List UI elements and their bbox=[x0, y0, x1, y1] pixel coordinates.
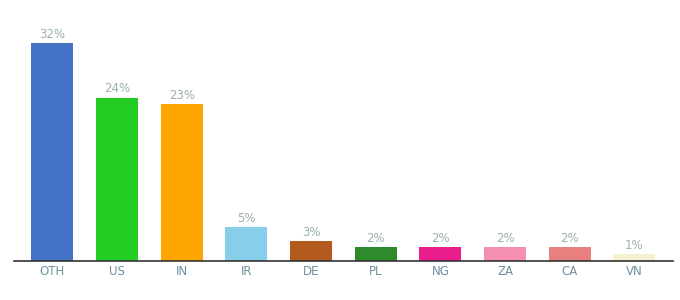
Bar bbox=[225, 227, 267, 261]
Bar bbox=[160, 104, 203, 261]
Bar bbox=[549, 248, 591, 261]
Text: 2%: 2% bbox=[560, 232, 579, 245]
Text: 2%: 2% bbox=[367, 232, 385, 245]
Bar bbox=[96, 98, 138, 261]
Bar bbox=[355, 248, 396, 261]
Bar bbox=[420, 248, 462, 261]
Bar bbox=[613, 254, 656, 261]
Text: 2%: 2% bbox=[496, 232, 514, 245]
Text: 2%: 2% bbox=[431, 232, 449, 245]
Text: 1%: 1% bbox=[625, 239, 644, 252]
Bar bbox=[484, 248, 526, 261]
Text: 5%: 5% bbox=[237, 212, 256, 225]
Text: 23%: 23% bbox=[169, 89, 194, 102]
Text: 3%: 3% bbox=[302, 226, 320, 238]
Bar bbox=[290, 241, 332, 261]
Text: 32%: 32% bbox=[39, 28, 65, 41]
Bar bbox=[31, 43, 73, 261]
Text: 24%: 24% bbox=[104, 82, 130, 95]
